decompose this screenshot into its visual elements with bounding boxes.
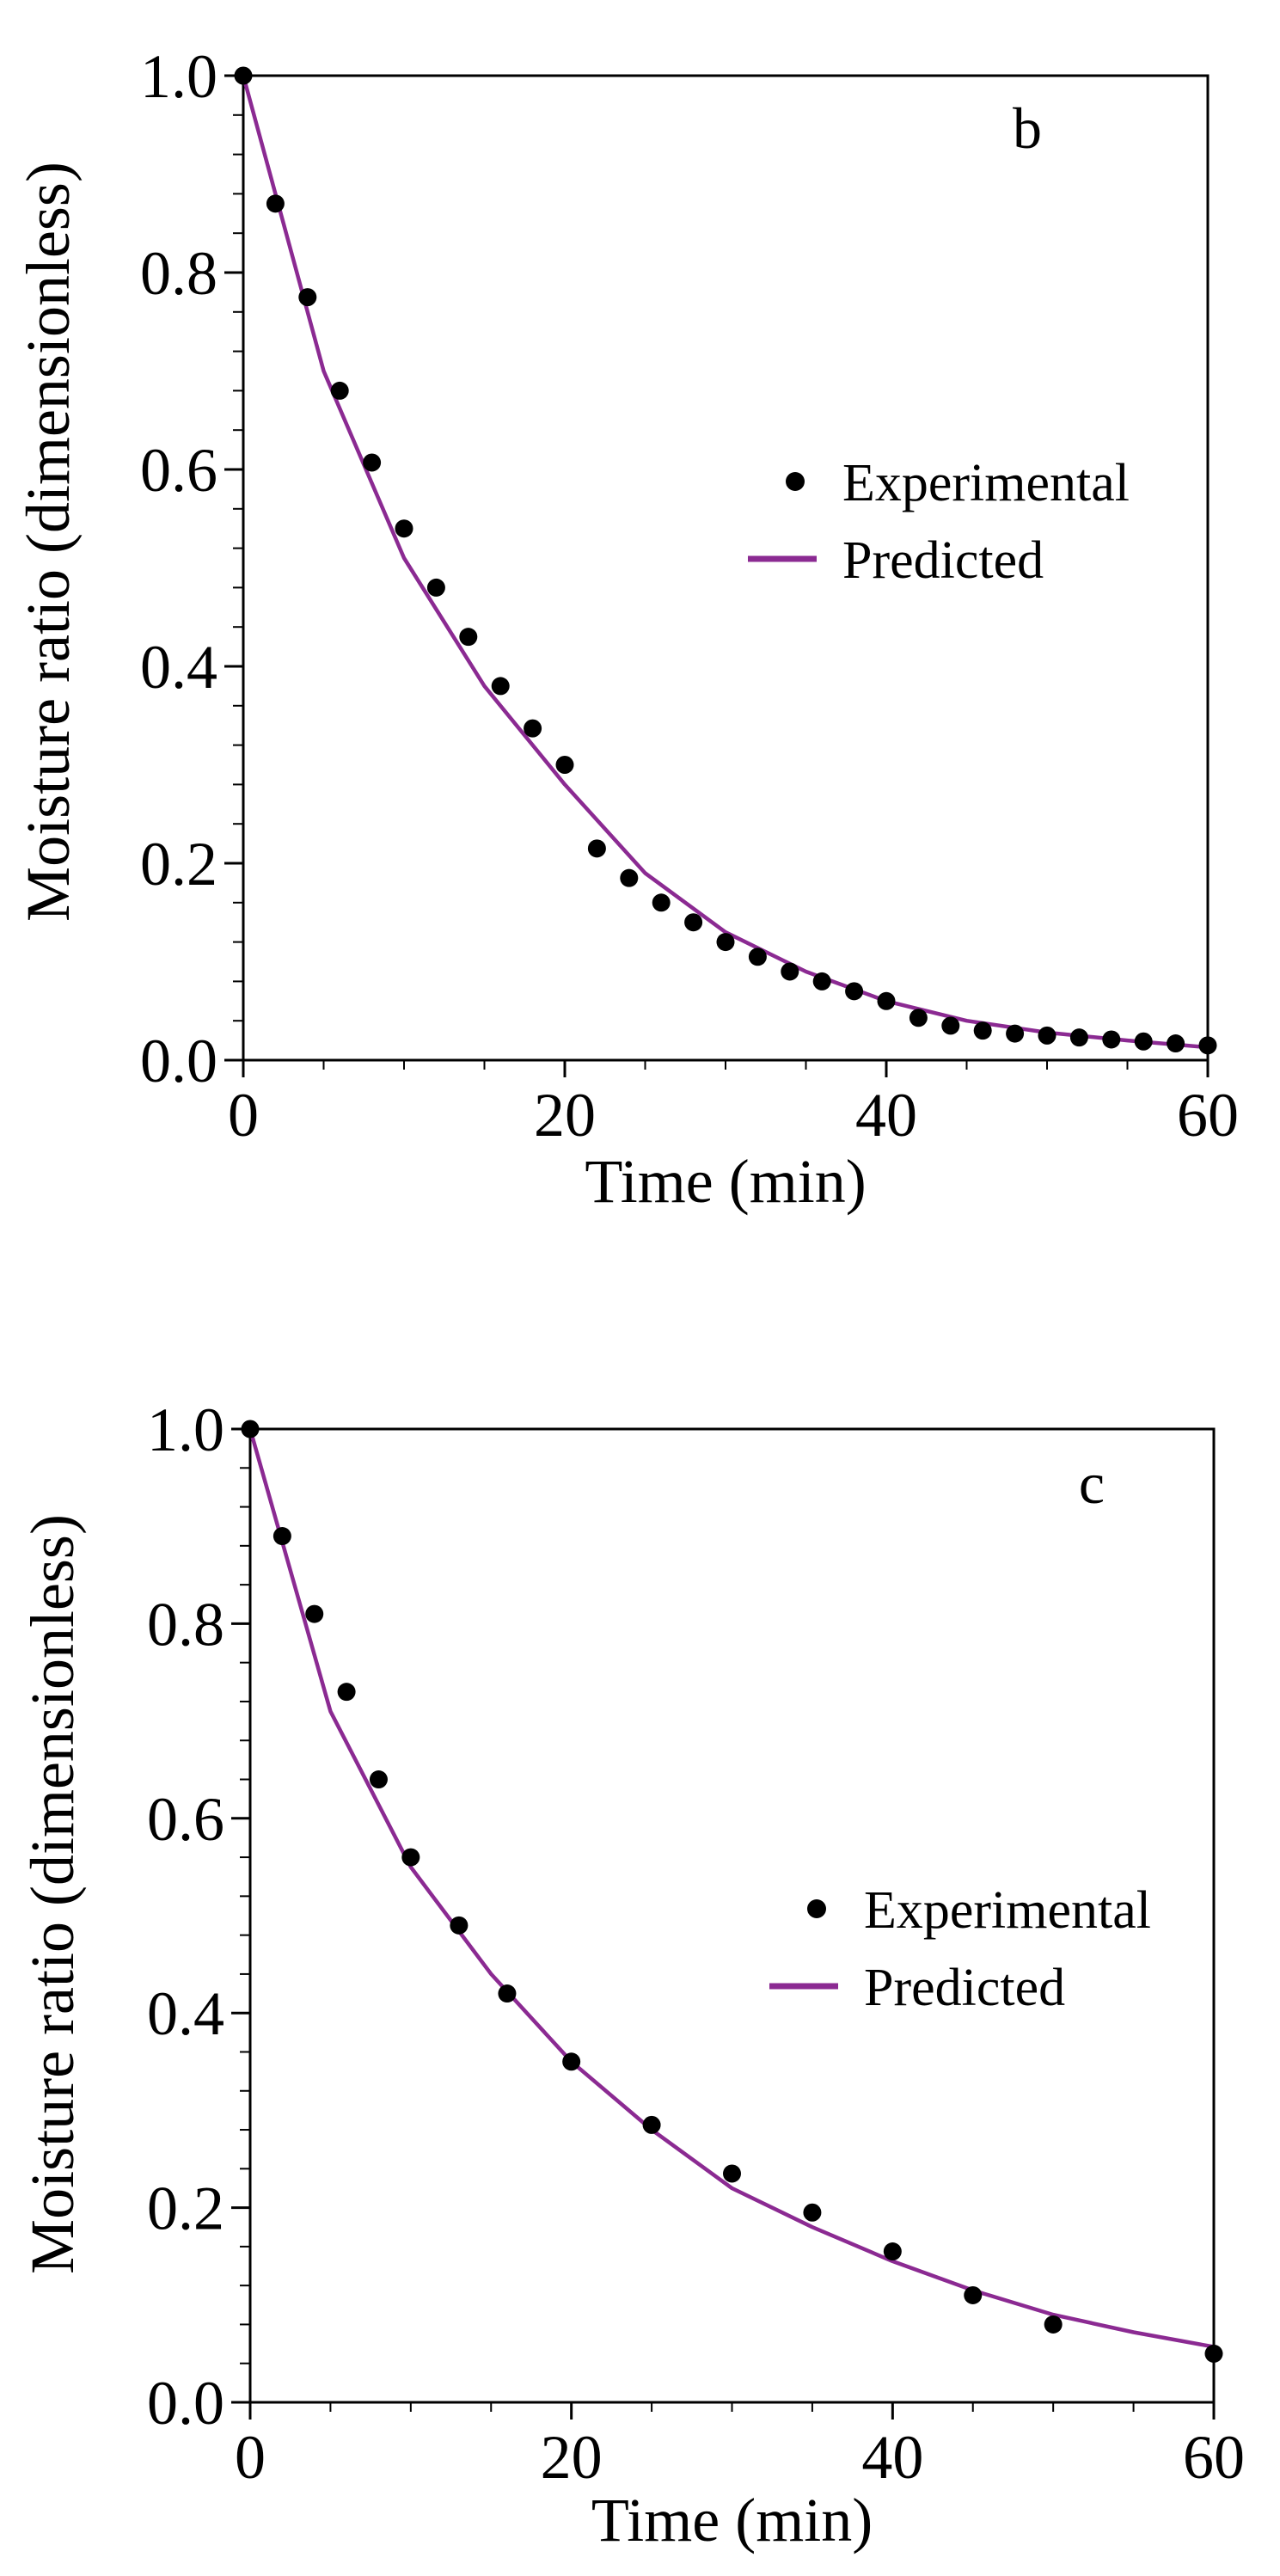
experimental-point [450,1916,469,1935]
experimental-point [459,628,478,647]
experimental-point [723,2164,741,2183]
legend-experimental-label: Experimental [842,454,1130,512]
experimental-point [964,2285,983,2304]
x-tick-label: 20 [541,2423,603,2492]
experimental-point [395,519,413,538]
experimental-point [812,972,831,991]
experimental-point [1167,1034,1185,1053]
experimental-point [1044,2315,1063,2334]
experimental-point [241,1420,260,1438]
y-tick-label: 0.2 [140,830,217,899]
legend-predicted-label: Predicted [842,531,1044,590]
experimental-point [498,1984,517,2003]
x-tick-label: 0 [228,1081,259,1150]
experimental-point [1198,1036,1217,1055]
experimental-point [883,2242,902,2261]
y-tick-label: 0.6 [140,436,217,505]
plot-frame [242,74,1210,1062]
panel-c: 0.0 0.2 0.4 0.6 0.8 1.0 0 20 40 60 Time (min) Moist… [18,1395,1245,2555]
legend-experimental-label: Experimental [864,1881,1151,1940]
experimental-point [587,839,606,858]
x-axis-title: Time (min) [591,2486,873,2555]
y-tick-label: 0.0 [147,2369,224,2438]
experimental-point [266,194,285,213]
y-tick-label: 0.6 [147,1785,224,1854]
predicted-line [248,1428,1215,2349]
experimental-point [716,933,735,952]
x-tick-label: 0 [235,2423,266,2492]
experimental-point [620,868,639,887]
experimental-point [909,1009,928,1027]
experimental-point [748,948,767,966]
x-tick-label: 40 [861,2423,923,2492]
experimental-point [803,2203,822,2222]
experimental-point [426,578,445,597]
y-tick-label: 0.4 [147,1979,224,2048]
experimental-point [562,2052,581,2071]
x-tick-label: 40 [855,1081,917,1150]
x-tick-label: 60 [1177,1081,1239,1150]
experimental-point [524,719,542,738]
experimental-point [652,893,671,912]
experimental-point [941,1016,960,1035]
y-tick-label: 1.0 [140,42,217,111]
panel-label: b [1013,95,1042,161]
experimental-point [401,1848,420,1867]
experimental-point [330,381,349,400]
y-tick-label: 0.8 [147,1590,224,1659]
x-tick-label: 20 [534,1081,596,1150]
experimental-point [1038,1026,1056,1045]
y-tick-label: 0.2 [147,2174,224,2243]
experimental-point [363,453,382,472]
predicted-line [241,75,1209,1050]
experimental-point [234,66,253,85]
experimental-point [298,288,317,307]
experimental-point [781,962,799,981]
y-axis-title: Moisture ratio (dimensionless) [18,1514,87,2274]
experimental-point [305,1604,324,1623]
experimental-point [1006,1024,1025,1043]
experimental-point [642,2115,661,2134]
y-tick-label: 1.0 [147,1395,224,1464]
y-tick-label: 0.8 [140,239,217,308]
legend-predicted-label: Predicted [864,1959,1065,2017]
experimental-point [845,982,864,1001]
experimental-point [273,1527,291,1546]
experimental-point [973,1021,992,1040]
experimental-point [1069,1028,1088,1047]
experimental-point [684,913,703,932]
experimental-point [1134,1032,1153,1051]
experimental-point [337,1683,356,1702]
experimental-point [877,991,896,1010]
experimental-point [491,677,510,696]
x-tick-label: 60 [1183,2423,1245,2492]
y-tick-label: 0.0 [140,1027,217,1095]
legend-experimental-marker [807,1899,826,1918]
experimental-point [1204,2344,1223,2363]
experimental-point [1102,1030,1121,1049]
experimental-point [555,756,574,774]
panel-label: c [1079,1451,1105,1516]
panel-b: 0.0 0.2 0.4 0.6 0.8 1.0 0 20 40 60 Time (min) Moist… [14,42,1239,1216]
y-axis-title: Moisture ratio (dimensionless) [14,162,83,922]
y-tick-label: 0.4 [140,633,217,702]
x-axis-title: Time (min) [585,1147,866,1216]
legend-experimental-marker [786,472,805,491]
experimental-point [369,1770,388,1789]
